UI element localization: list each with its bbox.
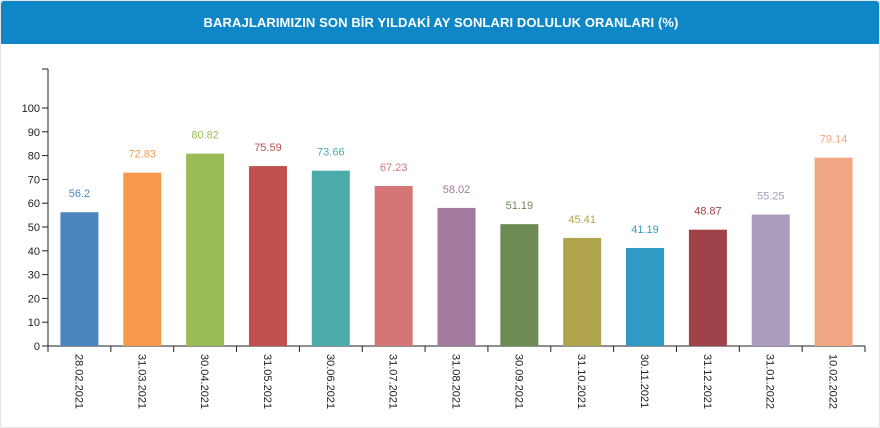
y-tick-label: 50 <box>28 222 40 234</box>
x-tick-label: 31.01.2022 <box>764 354 776 409</box>
data-label: 55.25 <box>757 191 785 203</box>
data-label: 72.83 <box>129 149 157 161</box>
bar[interactable] <box>311 170 350 346</box>
y-tick-label: 20 <box>28 293 40 305</box>
data-label: 79.14 <box>820 134 848 146</box>
data-label: 58.02 <box>443 184 471 196</box>
x-tick-label: 10.02.2022 <box>827 354 839 409</box>
bar[interactable] <box>563 237 602 346</box>
x-tick-label: 30.09.2021 <box>512 354 524 409</box>
y-tick-label: 80 <box>28 151 40 163</box>
x-tick-label: 30.11.2021 <box>638 354 650 408</box>
bar[interactable] <box>626 247 665 346</box>
x-tick-label: 31.03.2021 <box>135 354 147 409</box>
bar[interactable] <box>374 185 413 346</box>
y-tick-label: 70 <box>28 174 40 186</box>
data-label: 48.87 <box>694 206 722 218</box>
y-tick-label: 0 <box>34 341 40 353</box>
bar[interactable] <box>500 224 539 346</box>
bar[interactable] <box>248 166 287 346</box>
x-tick-label: 31.05.2021 <box>261 354 273 409</box>
y-tick-label: 90 <box>28 127 40 139</box>
data-label: 80.82 <box>191 130 219 142</box>
y-tick-label: 10 <box>28 317 40 329</box>
bar[interactable] <box>123 172 162 346</box>
bar[interactable] <box>186 153 225 346</box>
x-tick-label: 30.06.2021 <box>324 354 336 409</box>
bar[interactable] <box>437 207 476 346</box>
x-tick-label: 31.08.2021 <box>450 354 462 409</box>
y-tick-label: 40 <box>28 246 40 258</box>
chart-header: BARAJLARIMIZIN SON BİR YILDAKİ AY SONLAR… <box>1 1 879 44</box>
data-label: 45.41 <box>568 214 596 226</box>
x-tick-label: 31.12.2021 <box>701 354 713 409</box>
bar[interactable] <box>688 229 727 346</box>
chart-title: BARAJLARIMIZIN SON BİR YILDAKİ AY SONLAR… <box>203 15 679 30</box>
x-tick-label: 30.04.2021 <box>198 354 210 409</box>
y-tick-label: 30 <box>28 270 40 282</box>
data-label: 56.2 <box>69 188 90 200</box>
data-label: 41.19 <box>631 224 659 236</box>
x-tick-label: 28.02.2021 <box>72 354 84 409</box>
data-label: 75.59 <box>254 142 282 154</box>
data-label: 67.23 <box>380 162 408 174</box>
bar[interactable] <box>814 157 853 346</box>
data-label: 51.19 <box>506 200 534 212</box>
x-tick-label: 31.10.2021 <box>575 354 587 409</box>
y-tick-label: 60 <box>28 198 40 210</box>
data-label: 73.66 <box>317 147 345 159</box>
y-tick-label: 100 <box>22 103 40 115</box>
x-tick-label: 31.07.2021 <box>387 354 399 409</box>
bar[interactable] <box>60 212 99 346</box>
bar[interactable] <box>751 214 790 346</box>
